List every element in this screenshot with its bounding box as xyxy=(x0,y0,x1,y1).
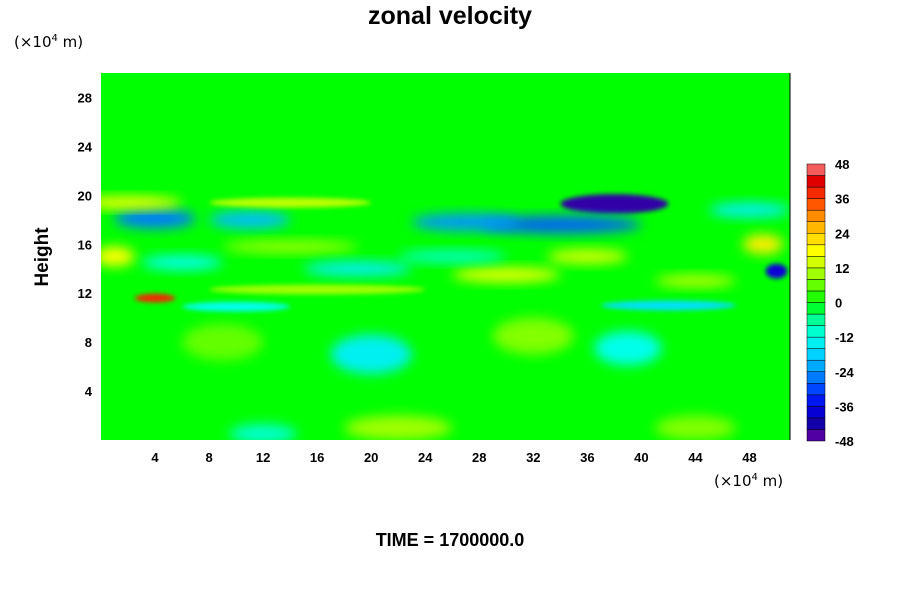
colorbar-segment xyxy=(806,371,826,384)
colorbar-label: 0 xyxy=(835,296,842,311)
colorbar-label: -12 xyxy=(835,330,854,345)
velocity-feature-19 xyxy=(222,240,358,253)
colorbar-label: -48 xyxy=(835,434,854,449)
colorbar-segment xyxy=(806,348,826,361)
y-unit-base: 10 xyxy=(32,33,52,51)
x-axis-ticks: 4 8 12 16 20 24 28 32 36 40 44 48 xyxy=(151,450,756,465)
y-unit-exponent: 4 xyxy=(51,33,58,44)
velocity-feature-13 xyxy=(742,234,784,255)
colorbar-segment xyxy=(806,233,826,246)
y-unit-suffix: m) xyxy=(62,33,84,51)
velocity-feature-10 xyxy=(209,197,372,208)
y-axis-ticks: 4 8 12 16 20 24 28 xyxy=(78,90,93,399)
velocity-feature-7 xyxy=(594,331,662,366)
x-unit-base: 10 xyxy=(732,472,752,490)
plot-area xyxy=(101,73,790,440)
y-tick-label: 12 xyxy=(78,286,92,301)
colorbar-segment xyxy=(806,267,826,280)
x-tick-label: 44 xyxy=(688,450,703,465)
velocity-feature-20 xyxy=(209,284,426,295)
x-tick-label: 32 xyxy=(526,450,540,465)
x-tick-label: 16 xyxy=(310,450,324,465)
colorbar-segment xyxy=(806,244,826,257)
colorbar-segment xyxy=(806,325,826,338)
velocity-feature-21 xyxy=(654,274,736,288)
velocity-feature-14 xyxy=(101,246,135,267)
velocity-feature-17 xyxy=(492,317,574,355)
velocity-feature-1 xyxy=(479,216,642,234)
y-tick-label: 8 xyxy=(85,335,92,350)
velocity-feature-16 xyxy=(654,415,736,440)
x-tick-label: 20 xyxy=(364,450,378,465)
velocity-feature-27 xyxy=(229,424,297,440)
y-tick-label: 4 xyxy=(85,384,93,399)
velocity-feature-2 xyxy=(411,213,520,231)
velocity-feature-0 xyxy=(560,194,669,214)
x-tick-label: 36 xyxy=(580,450,594,465)
colorbar-segment xyxy=(806,359,826,373)
velocity-feature-3 xyxy=(114,208,196,229)
colorbar-segment xyxy=(806,302,826,315)
colorbar-label: -24 xyxy=(835,365,855,380)
x-tick-label: 8 xyxy=(205,450,212,465)
velocity-feature-4 xyxy=(209,211,291,229)
colorbar-segment xyxy=(806,394,826,407)
x-tick-label: 40 xyxy=(634,450,648,465)
y-tick-label: 24 xyxy=(78,139,93,154)
x-unit-prefix: (× xyxy=(714,472,733,490)
time-label: TIME = 1700000.0 xyxy=(375,530,525,550)
colorbar-segment xyxy=(806,313,826,326)
colorbar-label: 12 xyxy=(835,261,849,276)
velocity-feature-23 xyxy=(600,300,736,311)
colorbar-segment xyxy=(806,221,826,234)
colorbar-segment xyxy=(806,186,826,199)
x-tick-label: 12 xyxy=(256,450,270,465)
chart-title: zonal velocity xyxy=(368,2,532,30)
colorbar-segment xyxy=(806,256,826,269)
colorbar-segment xyxy=(806,336,826,349)
x-axis-unit: (×104 m) xyxy=(714,472,783,490)
y-unit-prefix: (× xyxy=(14,33,33,51)
colorbar-label: 48 xyxy=(835,157,849,172)
x-tick-label: 24 xyxy=(418,450,433,465)
colorbar-segment xyxy=(806,279,826,292)
colorbar-segment xyxy=(806,209,826,222)
colorbar-label: -36 xyxy=(835,399,854,414)
colorbar-segment xyxy=(806,429,826,442)
colorbar-segment xyxy=(806,417,826,430)
x-tick-label: 48 xyxy=(742,450,756,465)
colorbar-segment xyxy=(806,175,826,188)
velocity-feature-24 xyxy=(182,301,291,312)
y-axis-unit: (×104 m) xyxy=(14,33,83,51)
x-tick-label: 4 xyxy=(151,450,159,465)
y-tick-label: 28 xyxy=(78,90,92,105)
velocity-feature-18 xyxy=(182,323,264,361)
y-tick-label: 16 xyxy=(78,237,92,252)
velocity-feature-8 xyxy=(134,293,176,303)
colorbar-segment xyxy=(806,290,826,303)
velocity-feature-9 xyxy=(101,196,183,209)
velocity-feature-26 xyxy=(398,250,507,263)
colorbar-segment xyxy=(806,406,826,419)
velocity-feature-5 xyxy=(765,263,788,279)
colorbar-label: 24 xyxy=(835,226,850,241)
velocity-feature-6 xyxy=(330,334,412,374)
velocity-feature-25 xyxy=(141,255,223,270)
velocity-feature-12 xyxy=(546,249,628,264)
velocity-feature-15 xyxy=(344,415,453,440)
colorbar-label: 36 xyxy=(835,192,849,207)
x-tick-label: 28 xyxy=(472,450,486,465)
velocity-feature-28 xyxy=(708,202,790,218)
colorbar-segment xyxy=(806,383,826,396)
velocity-feature-11 xyxy=(452,267,561,283)
colorbar-segment xyxy=(806,163,826,176)
y-tick-label: 20 xyxy=(78,188,92,203)
colorbar: 48 36 24 12 0 -12 -24 -36 -48 xyxy=(806,157,855,449)
colorbar-segment xyxy=(806,198,826,211)
x-unit-exponent: 4 xyxy=(751,472,758,483)
x-unit-suffix: m) xyxy=(762,472,784,490)
velocity-feature-22 xyxy=(303,261,412,277)
